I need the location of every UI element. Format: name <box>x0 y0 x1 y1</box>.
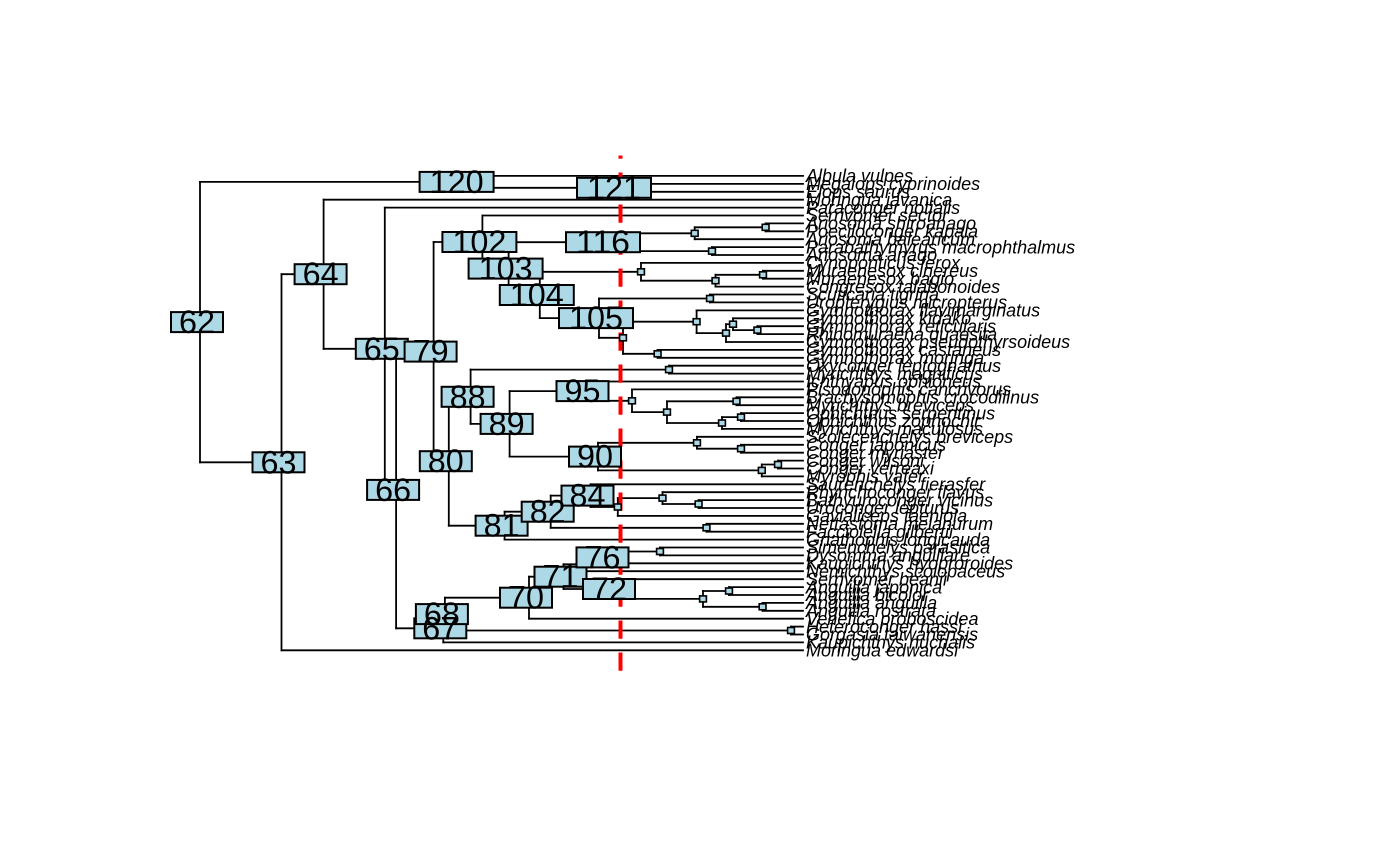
svg-text:Myrichthys maculosus: Myrichthys maculosus <box>806 419 983 439</box>
svg-text:103: 103 <box>479 251 533 287</box>
svg-text:72: 72 <box>591 571 627 607</box>
svg-text:Cynoponticus ferox: Cynoponticus ferox <box>806 253 961 273</box>
svg-text:121: 121 <box>587 170 641 206</box>
svg-text:Conger japonicus: Conger japonicus <box>806 435 946 455</box>
svg-text:Muraenesox cinereus: Muraenesox cinereus <box>806 261 978 281</box>
svg-text:Anguilla bicolor: Anguilla bicolor <box>805 585 929 605</box>
svg-text:Gymnothorax moringa: Gymnothorax moringa <box>806 348 984 368</box>
svg-text:Poeciloconger kapala: Poeciloconger kapala <box>806 222 978 242</box>
svg-text:Elops saurus: Elops saurus <box>806 182 910 202</box>
svg-text:Rhinomuraena quaesita: Rhinomuraena quaesita <box>806 324 997 344</box>
svg-text:Nemichthys scolopaceus: Nemichthys scolopaceus <box>806 562 1005 582</box>
svg-text:88: 88 <box>450 379 486 415</box>
svg-text:63: 63 <box>261 444 297 480</box>
svg-text:Simenchelys parasitica: Simenchelys parasitica <box>806 538 990 558</box>
svg-text:79: 79 <box>413 334 449 370</box>
svg-text:Heteroconger hassi: Heteroconger hassi <box>806 617 963 637</box>
svg-text:120: 120 <box>430 164 484 200</box>
svg-text:Myrophis vafer: Myrophis vafer <box>806 467 925 487</box>
svg-text:Gavialiceps taeniola: Gavialiceps taeniola <box>806 506 967 526</box>
svg-text:Ophichthus serpentinus: Ophichthus serpentinus <box>806 403 995 423</box>
svg-text:Conger verreaxi: Conger verreaxi <box>806 459 935 479</box>
svg-text:Albula vulpes: Albula vulpes <box>805 166 913 186</box>
svg-text:Uroconger lepturus: Uroconger lepturus <box>806 498 959 518</box>
svg-text:Gymnothorax flavimarginatus: Gymnothorax flavimarginatus <box>806 301 1040 321</box>
svg-text:Anguilla japonica: Anguilla japonica <box>805 577 942 597</box>
svg-text:67: 67 <box>422 610 458 646</box>
svg-text:Gymnothorax kidako: Gymnothorax kidako <box>806 309 971 329</box>
svg-text:Myrichthys breviceps: Myrichthys breviceps <box>806 395 974 415</box>
svg-text:Congresox talabonoides: Congresox talabonoides <box>806 277 1000 297</box>
svg-text:Saurenchelys fierasfer: Saurenchelys fierasfer <box>806 475 986 495</box>
svg-text:116: 116 <box>576 224 630 260</box>
svg-text:Moringua edwardsi: Moringua edwardsi <box>806 641 959 661</box>
svg-text:Nettastoma melanurum: Nettastoma melanurum <box>806 514 993 534</box>
svg-text:Venefica proboscidea: Venefica proboscidea <box>806 609 978 629</box>
svg-text:Kaupichthys hyoproroides: Kaupichthys hyoproroides <box>806 554 1013 574</box>
svg-text:Ophichthus zophochir: Ophichthus zophochir <box>806 411 981 431</box>
svg-text:Gymnothorax pseudothyrsoideus: Gymnothorax pseudothyrsoideus <box>806 332 1070 352</box>
svg-text:Anguilla rostrata: Anguilla rostrata <box>805 601 936 621</box>
svg-text:Gymnothorax reticularis: Gymnothorax reticularis <box>806 316 996 336</box>
svg-text:Bathyuroconger vicinus: Bathyuroconger vicinus <box>806 490 993 510</box>
svg-text:Gnathophis longicauda: Gnathophis longicauda <box>806 530 990 550</box>
svg-text:81: 81 <box>484 508 520 544</box>
svg-text:76: 76 <box>585 539 621 575</box>
svg-text:66: 66 <box>375 472 411 508</box>
svg-text:95: 95 <box>565 373 601 409</box>
svg-text:102: 102 <box>452 224 506 260</box>
svg-text:Facciolella gilbertii: Facciolella gilbertii <box>806 522 954 542</box>
svg-text:Dysomma anguillare: Dysomma anguillare <box>806 546 970 566</box>
svg-text:Ariosoma anago: Ariosoma anago <box>805 245 937 265</box>
svg-text:71: 71 <box>543 559 579 595</box>
svg-text:65: 65 <box>364 331 400 367</box>
svg-text:84: 84 <box>570 478 606 514</box>
svg-text:105: 105 <box>569 300 623 336</box>
svg-text:89: 89 <box>489 406 525 442</box>
svg-text:104: 104 <box>510 277 564 313</box>
svg-text:Uropterygius micropterus: Uropterygius micropterus <box>806 293 1007 313</box>
svg-text:Serrivomer sector: Serrivomer sector <box>806 206 949 226</box>
svg-text:Moringua javanica: Moringua javanica <box>806 190 952 210</box>
svg-text:Kaupichthys nuchalis: Kaupichthys nuchalis <box>806 633 975 653</box>
svg-text:Gorgasia taiwanensis: Gorgasia taiwanensis <box>806 625 978 645</box>
svg-text:Scolecenchelys breviceps: Scolecenchelys breviceps <box>806 427 1013 447</box>
svg-text:Brachysomophis crocodilinus: Brachysomophis crocodilinus <box>806 388 1039 408</box>
svg-text:Myrichthys magnificus: Myrichthys magnificus <box>806 364 983 384</box>
svg-text:68: 68 <box>424 596 460 632</box>
svg-text:Gymnothorax castaneus: Gymnothorax castaneus <box>806 340 1001 360</box>
svg-text:Serrivomer beanii: Serrivomer beanii <box>806 569 948 589</box>
svg-text:Ichthyapus ophioneus: Ichthyapus ophioneus <box>806 372 981 392</box>
svg-text:Ariosoma balearicum: Ariosoma balearicum <box>805 229 975 249</box>
svg-text:Muraenesox bagio: Muraenesox bagio <box>806 269 954 289</box>
svg-text:Anguilla anguilla: Anguilla anguilla <box>805 593 937 613</box>
svg-text:82: 82 <box>530 494 566 530</box>
svg-text:Ariosoma shiroanago: Ariosoma shiroanago <box>805 214 976 234</box>
svg-text:Pisodonophis cancrivorus: Pisodonophis cancrivorus <box>806 380 1011 400</box>
svg-text:62: 62 <box>179 304 215 340</box>
svg-text:Rhynchoconger flavus: Rhynchoconger flavus <box>806 482 984 502</box>
svg-text:Oxyconger leptognathus: Oxyconger leptognathus <box>806 356 1001 376</box>
svg-text:64: 64 <box>303 256 339 292</box>
svg-text:Paraconger notialis: Paraconger notialis <box>806 198 960 218</box>
svg-text:Conger wilsoni: Conger wilsoni <box>806 451 925 471</box>
svg-text:90: 90 <box>577 439 613 475</box>
svg-text:Scuticaria tigrina: Scuticaria tigrina <box>806 285 939 305</box>
svg-text:Megalops cyprinoides: Megalops cyprinoides <box>806 174 980 194</box>
svg-text:Parabathymyrus macrophthalmus: Parabathymyrus macrophthalmus <box>806 237 1075 257</box>
svg-text:70: 70 <box>508 580 544 616</box>
svg-text:Conger myriaster: Conger myriaster <box>806 443 945 463</box>
svg-text:80: 80 <box>428 443 464 479</box>
